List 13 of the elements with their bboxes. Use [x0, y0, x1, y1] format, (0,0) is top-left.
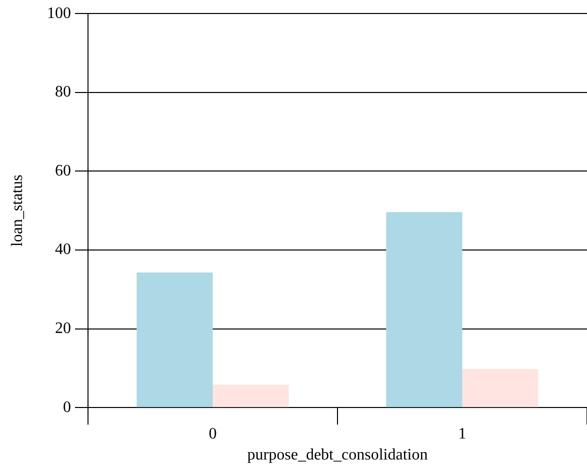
y-tick-label: 80	[55, 84, 71, 101]
bar	[136, 272, 213, 408]
y-tick-label: 60	[55, 162, 71, 180]
y-tick-label: 100	[47, 4, 71, 22]
y-tick-label: 40	[55, 241, 71, 258]
bar	[212, 384, 289, 408]
y-tick-label: 0	[63, 398, 71, 416]
x-axis-title: purpose_debt_consolidation	[247, 446, 428, 464]
bar	[462, 368, 538, 408]
y-axis-title: loan_status	[8, 174, 26, 247]
x-tick-label: 1	[458, 425, 466, 442]
y-tick-label: 20	[55, 320, 71, 338]
bar	[386, 212, 462, 408]
